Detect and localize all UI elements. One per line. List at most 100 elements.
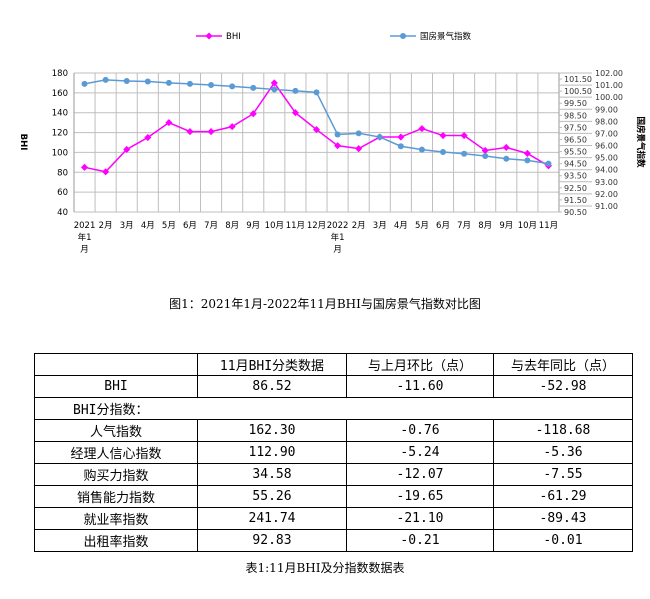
bhi-point (123, 145, 131, 153)
bhi-point (228, 123, 236, 131)
table-cell: 34.58 (197, 463, 347, 486)
index-point (208, 81, 215, 88)
table-cell: -19.65 (346, 485, 494, 508)
y-tick-label: 160 (52, 89, 68, 99)
bhi-point (439, 132, 447, 140)
table-cell: BHI (34, 375, 198, 398)
bhi-point (165, 119, 173, 127)
bhi-data-table: 11月BHI分类数据 与上月环比（点） 与去年同比（点） BHI 86.52 -11… (34, 353, 633, 552)
y2-tick-label: 100.50 (564, 87, 592, 96)
index-point (418, 146, 425, 153)
table-cell: -11.60 (346, 375, 494, 398)
bhi-point (355, 145, 363, 153)
index-point (440, 149, 447, 156)
x-tick-label: 3月 (373, 221, 387, 231)
y-tick-label: 100 (52, 148, 68, 158)
y2-tick-label: 99.50 (564, 99, 587, 108)
index-point (334, 131, 341, 138)
table-cell: -7.55 (493, 463, 633, 486)
x-tick-label: 7月 (204, 221, 218, 231)
x-tick-label: 6月 (436, 221, 450, 231)
y2-tick-label: 101.50 (564, 75, 592, 84)
index-point (313, 89, 320, 96)
header-cell (34, 353, 198, 376)
table-cell: 销售能力指数 (34, 485, 198, 508)
x-tick-label: 2022 年1 月 (327, 221, 349, 255)
y2-tick-label: 94.00 (595, 166, 618, 175)
table-row: 出租率指数 92.83 -0.21 -0.01 (34, 529, 633, 552)
index-point (545, 160, 552, 167)
x-tick-label: 2021 年1 月 (74, 221, 96, 255)
table-row: 就业率指数 241.74 -21.10 -89.43 (34, 507, 633, 530)
table-cell: 就业率指数 (34, 507, 198, 530)
section-label: BHI分指数： (34, 397, 633, 420)
section-row: BHI分指数： (34, 397, 633, 420)
table-cell: 人气指数 (34, 419, 198, 442)
bhi-point (249, 110, 257, 118)
x-tick-label: 8月 (478, 221, 492, 231)
index-point (482, 153, 489, 160)
y-tick-label: 180 (52, 69, 68, 79)
legend-label: 国房景气指数 (420, 31, 472, 42)
x-tick-label: 8月 (225, 221, 239, 231)
bhi-point (81, 163, 89, 171)
table-cell: 购买力指数 (34, 463, 198, 486)
y2-tick-label: 90.50 (564, 208, 587, 217)
figure-caption: 图1：2021年1月-2022年11月BHI与国房景气指数对比图 (169, 297, 481, 311)
y2-tick-label: 99.00 (595, 105, 618, 114)
x-tick-label: 6月 (183, 221, 197, 231)
table-cell: -21.10 (346, 507, 494, 530)
table-cell: 112.90 (197, 441, 347, 464)
x-tick-label: 9月 (246, 221, 260, 231)
x-tick-label: 12月 (307, 221, 326, 231)
table-row: 人气指数 162.30 -0.76 -118.68 (34, 419, 633, 442)
table-cell: -0.21 (346, 529, 494, 552)
bhi-point (312, 126, 321, 134)
header-cell: 11月BHI分类数据 (197, 353, 347, 376)
index-point (503, 155, 510, 162)
index-point (271, 86, 278, 93)
table-cell: -118.68 (493, 419, 633, 442)
y2-tick-label: 96.00 (595, 142, 618, 151)
y2-tick-label: 92.00 (595, 190, 618, 199)
table-cell: -0.01 (493, 529, 633, 552)
table-header-row: 11月BHI分类数据 与上月环比（点） 与去年同比（点） (34, 353, 633, 376)
index-point (186, 80, 193, 87)
y2-tick-label: 93.00 (595, 178, 618, 187)
table-caption: 表1:11月BHI及分指数数据表 (245, 561, 405, 575)
y-axis-title: BHI (18, 134, 28, 151)
y-tick-label: 80 (57, 168, 68, 178)
y2-tick-label: 91.50 (564, 196, 587, 205)
table-cell: -12.07 (346, 463, 494, 486)
legend-label: BHI (226, 32, 241, 42)
bhi-point (144, 134, 152, 142)
table-cell: 55.26 (197, 485, 347, 508)
y2-tick-label: 93.50 (564, 172, 587, 181)
x-tick-label: 10月 (518, 221, 537, 231)
x-tick-label: 4月 (141, 221, 155, 231)
bhi-point (291, 109, 299, 117)
index-point (355, 130, 362, 137)
table-cell: -89.43 (493, 507, 633, 530)
table-cell: 经理人信心指数 (34, 441, 198, 464)
x-tick-label: 5月 (162, 221, 176, 231)
header-cell: 与上月环比（点） (346, 353, 494, 376)
table-cell: -61.29 (493, 485, 633, 508)
index-point (165, 79, 172, 86)
index-point (229, 83, 236, 90)
table-cell: -5.24 (346, 441, 494, 464)
table-cell: 241.74 (197, 507, 347, 530)
y2-tick-label: 91.00 (595, 202, 618, 211)
table-cell: 162.30 (197, 419, 347, 442)
index-point (81, 80, 88, 87)
y2-tick-label: 97.50 (564, 123, 587, 132)
index-point (292, 87, 299, 94)
y2-tick-label: 98.00 (595, 117, 618, 126)
y2-tick-label: 102.00 (595, 69, 623, 78)
y-tick-label: 40 (57, 208, 68, 218)
y2-tick-label: 100.00 (595, 93, 623, 102)
x-tick-label: 4月 (394, 221, 408, 231)
y-tick-label: 140 (52, 109, 68, 119)
y2-axis-title: 国房景气指数 (635, 116, 646, 168)
y2-tick-label: 101.00 (595, 81, 623, 90)
